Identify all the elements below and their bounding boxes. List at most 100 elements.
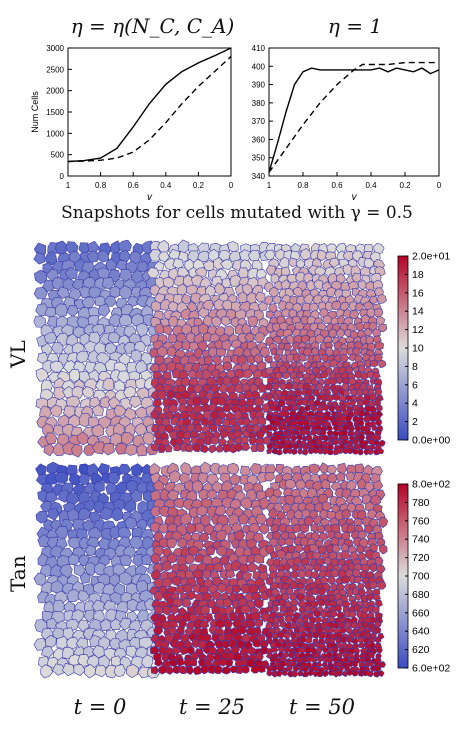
cell: [285, 615, 293, 624]
x-tick-label: 0.8: [297, 181, 309, 190]
cell: [301, 334, 310, 345]
cell: [330, 609, 338, 618]
cell: [201, 368, 213, 381]
cell: [276, 549, 286, 560]
cell: [40, 664, 54, 679]
cell: [353, 575, 364, 584]
cell: [309, 543, 319, 553]
cell: [342, 264, 354, 276]
cell: [197, 307, 209, 318]
colorbar-tick-label: 2.0e+01: [412, 251, 450, 263]
cell: [273, 353, 281, 363]
cell: [283, 342, 293, 352]
cell: [165, 666, 175, 675]
cell: [88, 369, 101, 382]
cell: [228, 417, 238, 427]
cell: [212, 562, 224, 573]
cell: [233, 383, 245, 394]
cell: [372, 372, 381, 380]
cell: [221, 339, 232, 351]
cell: [199, 396, 210, 406]
cell: [299, 429, 307, 436]
cell: [163, 443, 173, 453]
cell: [301, 671, 309, 678]
cell: [373, 636, 382, 644]
cell: [133, 422, 148, 435]
cell: [229, 473, 241, 486]
cell: [165, 389, 176, 400]
cell: [216, 396, 227, 407]
cell: [136, 261, 150, 273]
colorbar-tick-label: 700: [412, 571, 430, 583]
cell: [292, 352, 301, 363]
cell: [277, 399, 286, 408]
x-tick-label: 1: [267, 181, 272, 190]
cell: [356, 477, 367, 490]
cell: [157, 523, 171, 534]
cell: [180, 308, 192, 321]
cell: [305, 637, 313, 644]
cell: [266, 443, 273, 450]
cell: [64, 266, 78, 280]
cell: [248, 522, 261, 534]
cell: [377, 323, 388, 333]
cell: [170, 576, 182, 587]
cell: [316, 670, 324, 678]
cell: [332, 656, 340, 663]
cell: [368, 543, 378, 553]
cell: [298, 364, 306, 374]
cell: [294, 413, 302, 422]
cell: [314, 616, 323, 624]
cell: [130, 463, 145, 476]
cell: [349, 610, 357, 619]
y-tick-label: 360: [252, 135, 266, 144]
cell-panel-vl-0: [33, 239, 161, 458]
cell: [373, 308, 384, 318]
cell: [141, 654, 154, 668]
cell: [272, 295, 282, 305]
cell: [242, 368, 254, 379]
x-tick-label: 0: [437, 181, 442, 190]
cell: [346, 660, 354, 667]
cell: [369, 295, 378, 305]
cell: [162, 325, 174, 336]
cell: [303, 293, 314, 305]
cell: [336, 447, 344, 454]
colorbar-tick-label: 680: [412, 589, 430, 601]
solid-series-line: [67, 47, 232, 163]
cell: [45, 432, 58, 445]
cell: [78, 508, 91, 521]
colorbar-tick-label: 6.0e+02: [412, 663, 450, 675]
cell: [178, 665, 188, 675]
cell: [66, 637, 80, 650]
cell: [322, 647, 329, 654]
colorbar-tick-label: 12: [412, 324, 424, 336]
cell: [378, 661, 386, 668]
cell: [52, 663, 66, 676]
cell: [192, 404, 203, 414]
cell: [84, 544, 97, 557]
cell: [101, 277, 115, 290]
cell: [317, 587, 326, 596]
cell: [310, 404, 318, 413]
cell: [376, 564, 386, 574]
cell: [327, 448, 334, 456]
cell: [284, 537, 294, 547]
cell: [223, 619, 233, 629]
cell: [206, 489, 217, 500]
cell: [268, 508, 278, 520]
cell: [237, 512, 250, 525]
cell: [215, 347, 227, 358]
cell: [129, 395, 142, 409]
colorbar-tick-label: 14: [412, 306, 424, 318]
cell: [259, 645, 269, 656]
cell: [277, 443, 284, 450]
cell: [286, 353, 295, 363]
cell: [248, 435, 257, 446]
cell: [180, 513, 193, 526]
cell: [371, 606, 380, 615]
plot-frame: [67, 47, 232, 177]
cell: [245, 619, 257, 629]
cell: [187, 354, 199, 365]
cell: [292, 286, 304, 297]
